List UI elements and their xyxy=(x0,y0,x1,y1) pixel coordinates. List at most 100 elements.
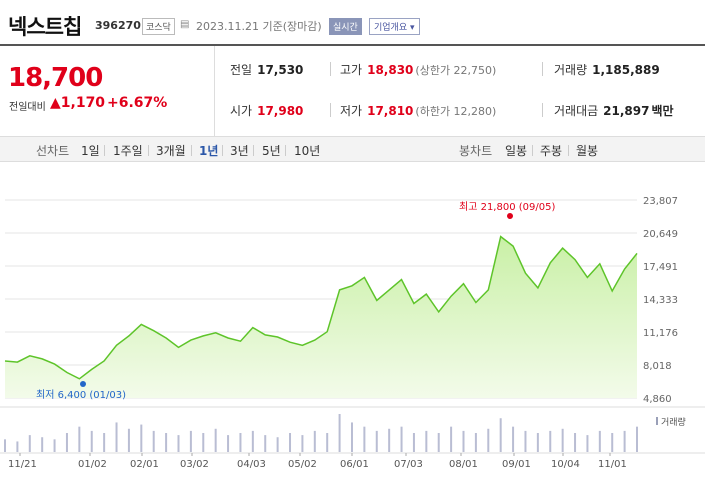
volume-bar xyxy=(103,433,106,452)
volume-bar xyxy=(512,426,515,452)
volume-bar xyxy=(425,430,428,452)
open-price: 시가 17,980 xyxy=(230,104,304,118)
x-tick-label: 11/21 xyxy=(8,459,37,470)
y-tick-label: 4,860 xyxy=(643,394,672,405)
volume-bar xyxy=(301,435,304,452)
volume-bar xyxy=(53,439,56,452)
volume-legend-label: 거래량 xyxy=(661,416,686,428)
calendar-icon: ▤ xyxy=(180,19,190,30)
volume-bar xyxy=(227,435,230,452)
period-1w[interactable]: 1주일 xyxy=(113,144,143,158)
day-high: 고가 18,830 (상한가 22,750) xyxy=(340,63,497,77)
volume-bar xyxy=(90,430,93,452)
prev-close: 전일 17,530 xyxy=(230,63,304,77)
volume-bar xyxy=(536,433,539,452)
volume-bar xyxy=(363,426,366,452)
x-tick-label: 05/02 xyxy=(288,459,317,470)
candle-daily[interactable]: 일봉 xyxy=(505,144,528,158)
stats-panel: 전일 17,530 고가 18,830 (상한가 22,750) 거래량 1,185,8… xyxy=(215,46,705,136)
volume-bar xyxy=(586,435,589,452)
x-tick-label: 10/04 xyxy=(551,459,580,470)
volume-bar xyxy=(388,428,391,452)
volume-bar xyxy=(41,437,44,452)
x-tick-label: 07/03 xyxy=(394,459,423,470)
volume-bar xyxy=(202,433,205,452)
volume-bar xyxy=(375,430,378,452)
price-line xyxy=(4,235,638,380)
volume-bar xyxy=(313,430,316,452)
volume-bar xyxy=(28,435,31,452)
volume-bar xyxy=(239,433,242,452)
volume-bar xyxy=(65,433,68,452)
y-tick-label: 23,807 xyxy=(643,196,678,207)
volume-bar xyxy=(437,433,440,452)
volume-bar xyxy=(549,430,552,452)
volume-bar xyxy=(487,428,490,452)
min-marker xyxy=(80,381,86,387)
stock-name: 넥스트칩 xyxy=(8,15,82,39)
header-divider xyxy=(0,44,705,46)
volume-bar xyxy=(214,428,217,452)
price-chart: 23,807 20,649 17,491 14,333 11,176 8,018 4,860… xyxy=(0,196,705,470)
stock-header: 넥스트칩 396270 코스닥 ▤ 2023.11.21 기준(장마감) 실시간… xyxy=(0,0,705,44)
volume-bar xyxy=(140,424,143,452)
x-tick-label: 01/02 xyxy=(78,459,107,470)
stock-code: 396270 xyxy=(95,19,141,32)
volume-bar xyxy=(350,422,353,452)
period-10y[interactable]: 10년 xyxy=(294,144,321,158)
volume-bar xyxy=(152,430,155,452)
candle-chart-label: 봉차트 xyxy=(459,144,493,158)
max-marker xyxy=(507,213,513,219)
y-tick-label: 11,176 xyxy=(643,328,678,339)
max-annotation: 최고 21,800 (09/05) xyxy=(459,201,555,213)
x-tick-label: 04/03 xyxy=(237,459,266,470)
realtime-button[interactable]: 실시간 xyxy=(329,18,362,35)
price-area xyxy=(5,236,637,398)
period-5y[interactable]: 5년 xyxy=(262,144,281,158)
volume-bar xyxy=(574,433,577,452)
volume-bar xyxy=(623,430,626,452)
volume-bar xyxy=(598,430,601,452)
volume-bar xyxy=(289,433,292,452)
volume-bar xyxy=(326,433,329,452)
volume-bar xyxy=(78,426,81,452)
volume-bar xyxy=(115,422,118,452)
volume-bar xyxy=(450,426,453,452)
volume-bar xyxy=(412,433,415,452)
y-tick-label: 8,018 xyxy=(643,361,672,372)
volume-bar xyxy=(127,428,130,452)
price-summary: 18,700 전일대비 ▲1,170 +6.67% xyxy=(0,46,215,136)
period-1d[interactable]: 1일 xyxy=(81,144,100,158)
volume-bar xyxy=(276,437,279,452)
volume-bar xyxy=(251,430,254,452)
x-tick-label: 08/01 xyxy=(449,459,478,470)
volume-bar xyxy=(189,430,192,452)
volume-bar xyxy=(474,433,477,452)
volume-bar xyxy=(611,433,614,452)
volume-legend-swatch xyxy=(656,417,658,425)
candle-monthly[interactable]: 월봉 xyxy=(576,144,599,158)
period-1y[interactable]: 1년 xyxy=(199,144,219,158)
volume-bar xyxy=(561,428,564,452)
day-low: 저가 17,810 (하한가 12,280) xyxy=(340,104,497,118)
volume-bar xyxy=(177,435,180,452)
change-label: 전일대비 xyxy=(9,102,46,113)
quote-date: 2023.11.21 기준(장마감) xyxy=(196,20,322,33)
volume-bar xyxy=(499,418,502,452)
volume-bar xyxy=(462,430,465,452)
y-tick-label: 17,491 xyxy=(643,262,678,273)
price-change-pct: +6.67% xyxy=(107,95,168,111)
candle-weekly[interactable]: 주봉 xyxy=(540,144,563,158)
price-change: ▲1,170 xyxy=(50,95,106,111)
x-tick-label: 09/01 xyxy=(502,459,531,470)
company-info-dropdown[interactable]: 기업개요 ▾ xyxy=(369,18,420,35)
volume-bar xyxy=(636,426,638,452)
line-chart-label: 선차트 xyxy=(36,144,70,158)
period-3m[interactable]: 3개월 xyxy=(156,144,186,158)
volume-bar xyxy=(16,441,19,452)
y-tick-label: 20,649 xyxy=(643,229,678,240)
volume: 거래량 1,185,889 xyxy=(554,63,660,77)
min-annotation: 최저 6,400 (01/03) xyxy=(36,389,126,401)
period-3y[interactable]: 3년 xyxy=(230,144,249,158)
period-toolbar: 선차트 1일 1주일 3개월 1년 3년 5년 10년 봉차트 일봉 주봉 월봉 xyxy=(0,136,705,162)
